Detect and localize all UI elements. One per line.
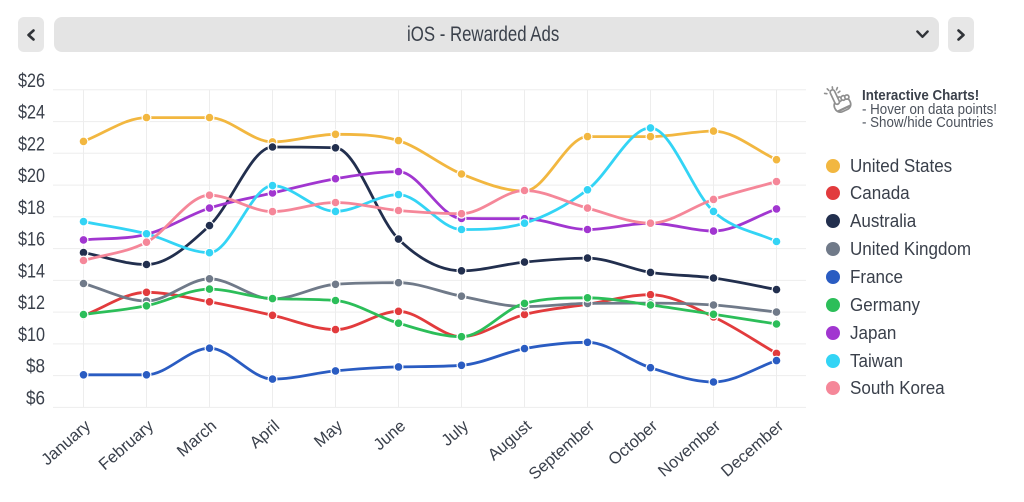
svg-text:March: March xyxy=(174,417,220,461)
svg-text:$20: $20 xyxy=(18,166,45,187)
svg-text:$24: $24 xyxy=(18,103,45,124)
svg-text:November: November xyxy=(655,417,725,481)
svg-text:June: June xyxy=(370,417,409,454)
svg-text:August: August xyxy=(485,417,536,465)
svg-text:May: May xyxy=(311,416,347,451)
svg-text:$10: $10 xyxy=(18,325,45,346)
svg-text:February: February xyxy=(95,416,157,473)
svg-text:$6: $6 xyxy=(26,388,45,409)
svg-text:$22: $22 xyxy=(18,134,45,155)
svg-text:January: January xyxy=(38,416,95,469)
svg-text:$14: $14 xyxy=(18,261,45,282)
svg-text:September: September xyxy=(525,417,598,484)
svg-text:$18: $18 xyxy=(18,198,45,219)
svg-text:July: July xyxy=(438,416,473,449)
svg-text:$26: $26 xyxy=(18,71,45,92)
svg-text:April: April xyxy=(246,417,283,452)
svg-text:$8: $8 xyxy=(26,357,45,378)
svg-text:$16: $16 xyxy=(18,230,45,251)
svg-text:October: October xyxy=(605,417,661,469)
svg-text:$12: $12 xyxy=(18,293,45,314)
svg-text:December: December xyxy=(718,417,788,481)
